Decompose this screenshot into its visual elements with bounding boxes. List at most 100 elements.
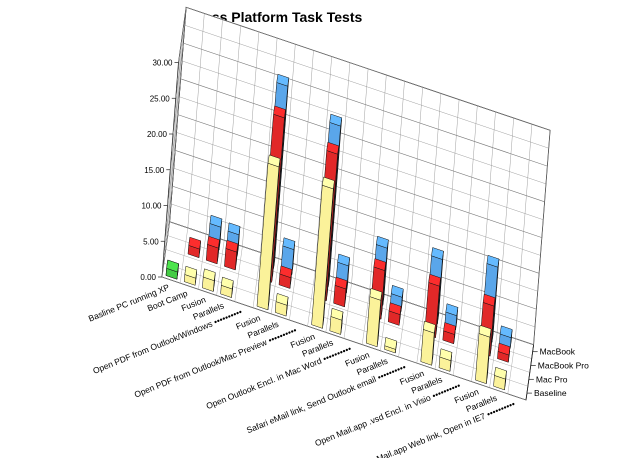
bar-top: [227, 222, 241, 236]
bar-top: [499, 325, 513, 339]
bar-top: [478, 324, 492, 338]
series-label: MacBook: [540, 347, 576, 357]
y-tick-label: 0.00: [140, 273, 156, 282]
bar-top: [202, 268, 216, 282]
bar: [384, 337, 398, 354]
y-tick-label: 20.00: [147, 130, 168, 139]
bar: [183, 265, 198, 286]
y-tick-label: 10.00: [141, 202, 162, 211]
bar: [187, 236, 201, 259]
series-label: Mac Pro: [536, 374, 568, 384]
bar-top: [388, 302, 402, 315]
bar-top: [334, 276, 348, 290]
y-tick-label: 30.00: [152, 59, 173, 68]
bar-front: [420, 329, 435, 366]
bar-top: [431, 247, 444, 260]
bar-top: [166, 259, 179, 273]
gridline: [169, 7, 187, 222]
bar: [475, 324, 492, 385]
bar-top: [209, 214, 223, 228]
bar-top: [282, 237, 296, 250]
gridline: [478, 111, 496, 327]
floor-line: [165, 249, 530, 373]
bar: [220, 276, 234, 298]
gridline: [351, 68, 369, 284]
category-label: Safari eMail link, Send Outlook email ••…: [245, 362, 407, 435]
bar-top: [482, 293, 496, 307]
gridline: [533, 130, 551, 345]
series-labels: MacBook MacBook Pro Mac Pro Baseline: [526, 347, 589, 398]
gridline: [260, 38, 278, 253]
bar: [329, 307, 344, 335]
bar-top: [497, 342, 511, 356]
floor-line: [161, 276, 527, 401]
bar: [256, 154, 281, 311]
gridline: [333, 62, 351, 278]
bar: [274, 293, 289, 317]
baseline-bar: [165, 259, 179, 280]
gridline: [406, 87, 423, 302]
y-axis-ticks: 0.00 5.00 10.00 15.00 20.00 25.00 30.00: [140, 59, 179, 282]
bar-top: [445, 303, 459, 317]
series-label: MacBook Pro: [538, 361, 589, 371]
chart-bars: [165, 73, 513, 391]
gridline: [497, 117, 514, 333]
axis-edge: [525, 344, 534, 401]
bar-top: [322, 176, 335, 190]
gridline: [442, 99, 460, 315]
gridline: [515, 124, 533, 339]
bar-top: [267, 154, 281, 168]
bar-top: [279, 265, 293, 279]
gridline: [205, 19, 223, 235]
gridline: [224, 25, 241, 241]
y-tick-label: 25.00: [150, 94, 171, 103]
bar-top: [384, 337, 398, 350]
bar: [438, 348, 453, 372]
bar: [442, 322, 456, 345]
bar-top: [486, 254, 500, 268]
gridline: [369, 74, 387, 290]
bar: [202, 268, 216, 292]
bar: [493, 366, 507, 391]
bar-top: [329, 113, 343, 127]
gridline: [187, 13, 205, 228]
bar-top: [337, 253, 350, 267]
bar-top: [276, 73, 290, 87]
bar-top: [443, 322, 456, 335]
bar-top: [369, 288, 383, 301]
bar-top: [225, 239, 239, 253]
bar-top: [494, 366, 507, 380]
category-label: Open PDF from Outlook/Mac Preview ••••••…: [133, 325, 298, 400]
bar-top: [376, 235, 389, 249]
gridline: [387, 81, 405, 296]
bar-top: [390, 284, 404, 298]
gridline: [460, 105, 478, 321]
bar-top: [428, 273, 441, 287]
bar: [205, 235, 220, 265]
bar-top: [439, 348, 453, 362]
bar: [497, 342, 511, 363]
chart-title: Cross Platform Task Tests: [188, 9, 363, 25]
bar-top: [423, 320, 436, 334]
gridline: [296, 50, 314, 265]
bar-top: [221, 276, 234, 290]
y-tick-label: 5.00: [143, 237, 159, 246]
bar: [311, 176, 335, 329]
bar: [333, 276, 348, 308]
bar: [278, 265, 293, 289]
gridline: [278, 44, 296, 259]
gridline: [242, 31, 260, 247]
bar: [387, 302, 402, 326]
bar: [224, 239, 239, 271]
bar-top: [273, 105, 286, 119]
bar-top: [326, 141, 340, 155]
bar: [365, 288, 383, 348]
gridline: [315, 56, 332, 272]
bar-top: [184, 265, 198, 279]
bar: [420, 320, 436, 366]
bar-top: [373, 258, 387, 271]
bar-top: [188, 236, 201, 250]
bar-top: [330, 307, 344, 321]
y-tick-label: 15.00: [144, 166, 165, 175]
